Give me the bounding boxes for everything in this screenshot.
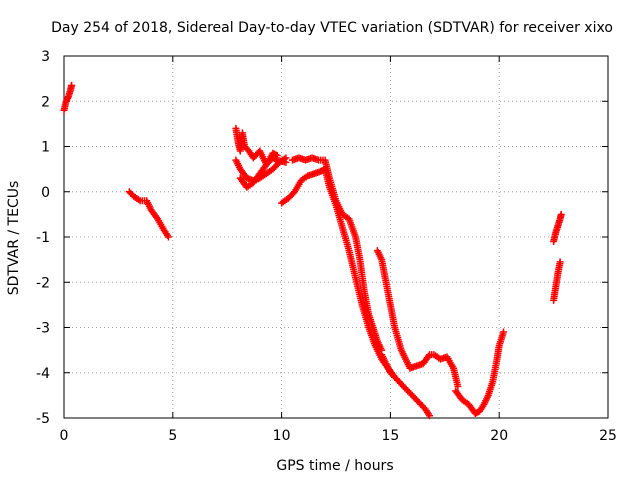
data-point — [273, 152, 281, 160]
y-axis-label: SDTVAR / TECUs — [6, 181, 22, 296]
series-arc-5 — [236, 149, 281, 191]
x-tick-label: 25 — [599, 428, 617, 444]
chart-title: Day 254 of 2018, Sidereal Day-to-day VTE… — [51, 20, 613, 36]
data-point — [500, 328, 508, 336]
data-point — [272, 151, 280, 159]
series-arc-1 — [60, 81, 76, 114]
y-tick-label: 1 — [41, 140, 50, 156]
x-tick-label: 5 — [168, 428, 177, 444]
y-tick-label: -2 — [36, 275, 50, 291]
y-tick-label: -1 — [36, 230, 50, 246]
x-tick-label: 0 — [60, 428, 69, 444]
data-point — [454, 382, 462, 390]
grid-layer — [64, 56, 608, 418]
y-tick-label: -5 — [36, 411, 50, 427]
x-axis-label: GPS time / hours — [276, 458, 393, 474]
series-arc-12 — [550, 258, 564, 304]
series-arc-2 — [125, 188, 172, 241]
data-point — [556, 258, 564, 266]
series-arc-9 — [373, 247, 462, 390]
data-point — [282, 154, 290, 162]
x-tick-label: 20 — [490, 428, 508, 444]
data-point — [557, 210, 565, 218]
data-point — [424, 352, 432, 360]
y-tick-label: 0 — [41, 185, 50, 201]
y-tick-label: 3 — [41, 49, 50, 65]
x-tick-label: 15 — [381, 428, 399, 444]
series-arc-7 — [288, 154, 386, 354]
data-point — [164, 233, 172, 241]
points-layer — [60, 81, 565, 420]
data-point — [426, 412, 434, 420]
axis-layer: 0 5 10 15 20 25 -5 -4 -3 -2 -1 0 1 2 3 — [36, 49, 617, 444]
y-tick-label: 2 — [41, 94, 50, 110]
y-tick-label: -4 — [36, 366, 50, 382]
x-tick-label: 10 — [273, 428, 291, 444]
series-arc-11 — [550, 210, 565, 246]
series-arc-8 — [378, 351, 434, 420]
data-point — [68, 81, 76, 89]
y-tick-label: -3 — [36, 321, 50, 337]
series-arc-10 — [452, 328, 508, 417]
